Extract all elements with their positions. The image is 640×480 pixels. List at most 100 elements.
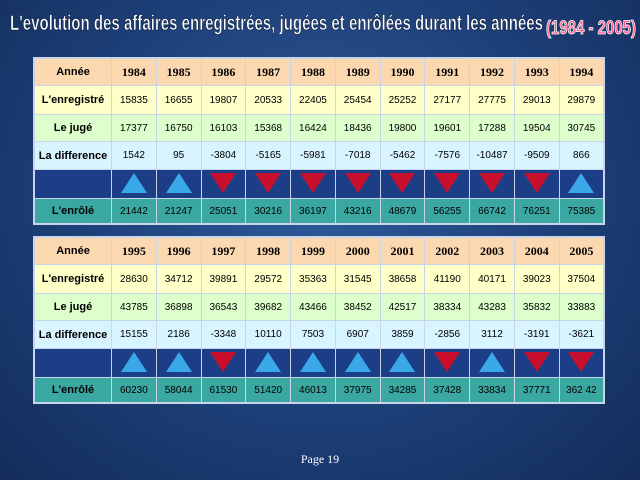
value-cell: 16424 — [290, 114, 336, 142]
triangle — [479, 172, 505, 193]
year-cell: 1993 — [513, 57, 560, 86]
value-cell: 39682 — [245, 293, 292, 321]
arrow-cell — [379, 169, 426, 199]
value-cell: 51420 — [245, 377, 292, 404]
arrow-cell — [424, 169, 471, 199]
trend-arrow — [523, 351, 550, 372]
trend-arrow — [165, 172, 192, 193]
value-cell: 16103 — [200, 114, 247, 142]
arrow-cell — [334, 348, 381, 378]
year-cell: 2000 — [334, 236, 381, 265]
value-cell: 30216 — [245, 198, 292, 225]
trend-arrow — [389, 351, 416, 372]
value-cell: 25051 — [200, 198, 247, 225]
arrow-cell — [155, 169, 202, 199]
year-cell: 2004 — [513, 236, 560, 265]
data-table: Année 1984 1985 1986 1987 1988 1989 1990 1991 199… — [33, 57, 605, 225]
value-cell: 46013 — [290, 377, 336, 404]
trend-arrow — [120, 172, 147, 193]
arrow-cell — [111, 169, 157, 199]
year-cell: 1984 — [111, 57, 157, 86]
value-cell: 31545 — [334, 264, 381, 294]
row-label: L'enregistré — [33, 264, 112, 294]
year-cell: 2005 — [558, 236, 605, 265]
value-cell: 6907 — [334, 320, 381, 349]
arrow-cell — [379, 348, 426, 378]
value-cell: 19504 — [513, 114, 560, 142]
value-cell: 40171 — [469, 264, 515, 294]
value-cell: -3191 — [513, 320, 560, 349]
triangle — [434, 172, 461, 193]
value-cell: 75385 — [558, 198, 605, 225]
value-cell: 48679 — [379, 198, 426, 225]
arrow-cell — [469, 169, 515, 199]
data-row: L'enrôlé 60230 58044 61530 51420 46013 37975 34… — [33, 377, 605, 404]
value-cell: 37975 — [334, 377, 381, 404]
data-row: La difference 1542 95 -3804 -5165 -5981 -7018-… — [33, 141, 605, 170]
value-cell: 30745 — [558, 114, 605, 142]
value-cell: -3621 — [558, 320, 605, 349]
triangle — [255, 172, 282, 193]
value-cell: 36543 — [200, 293, 247, 321]
trend-arrow — [299, 351, 326, 372]
triangle — [523, 351, 550, 372]
value-cell: 60230 — [111, 377, 157, 404]
value-cell: 56255 — [424, 198, 471, 225]
value-cell: 19800 — [379, 114, 426, 142]
triangle — [120, 351, 147, 372]
year-cell: 1987 — [245, 57, 292, 86]
value-cell: -2856 — [424, 320, 471, 349]
value-cell: 34285 — [379, 377, 426, 404]
arrow-cell — [200, 169, 247, 199]
year-cell: 1996 — [155, 236, 202, 265]
trend-arrow — [389, 172, 416, 193]
trend-arrow — [568, 351, 595, 372]
value-cell: 66742 — [469, 198, 515, 225]
value-cell: 37771 — [513, 377, 560, 404]
trend-arrow — [299, 172, 326, 193]
arrow-cell — [290, 169, 336, 199]
header-label: Année — [33, 57, 112, 86]
value-cell: -7576 — [424, 141, 471, 170]
value-cell: 37504 — [558, 264, 605, 294]
value-cell: 21442 — [111, 198, 157, 225]
value-cell: 36197 — [290, 198, 336, 225]
triangle — [255, 351, 282, 372]
value-cell: -7018 — [334, 141, 381, 170]
data-row: La difference 15155 2186 -3348 10110 7503 6907… — [33, 320, 605, 349]
triangle — [389, 172, 416, 193]
value-cell: 34712 — [155, 264, 202, 294]
year-cell: 1985 — [155, 57, 202, 86]
year-cell: 2001 — [379, 236, 426, 265]
value-cell: -3804 — [200, 141, 247, 170]
year-cell: 2002 — [424, 236, 471, 265]
triangle — [165, 172, 192, 193]
value-cell: 29013 — [513, 85, 560, 115]
value-cell: -5462 — [379, 141, 426, 170]
data-row: Le jugé 17377 16750 16103 15368 16424 18436 198… — [33, 114, 605, 142]
value-cell: 2186 — [155, 320, 202, 349]
triangle — [523, 172, 550, 193]
value-cell: 18436 — [334, 114, 381, 142]
arrow-cell — [155, 348, 202, 378]
row-label: L'enregistré — [33, 85, 112, 115]
value-cell: 17288 — [469, 114, 515, 142]
value-cell: 15835 — [111, 85, 157, 115]
row-label: L'enrôlé — [33, 377, 112, 404]
arrow-row — [33, 348, 605, 378]
value-cell: 95 — [155, 141, 202, 170]
value-cell: 25454 — [334, 85, 381, 115]
triangle — [389, 351, 416, 372]
arrow-cell — [513, 348, 560, 378]
arrow-cell — [245, 348, 292, 378]
value-cell: 27177 — [424, 85, 471, 115]
trend-arrow — [344, 172, 371, 193]
value-cell: 38452 — [334, 293, 381, 321]
value-cell: 39023 — [513, 264, 560, 294]
title-area: L'evolution des affaires enregistrées, j… — [10, 12, 637, 40]
trend-arrow — [255, 351, 282, 372]
triangle — [299, 351, 326, 372]
value-cell: 27775 — [469, 85, 515, 115]
header-row: Année 1995 1996 1997 1998 1999 2000 2001 2002 200… — [33, 236, 605, 265]
trend-arrow — [165, 351, 192, 372]
